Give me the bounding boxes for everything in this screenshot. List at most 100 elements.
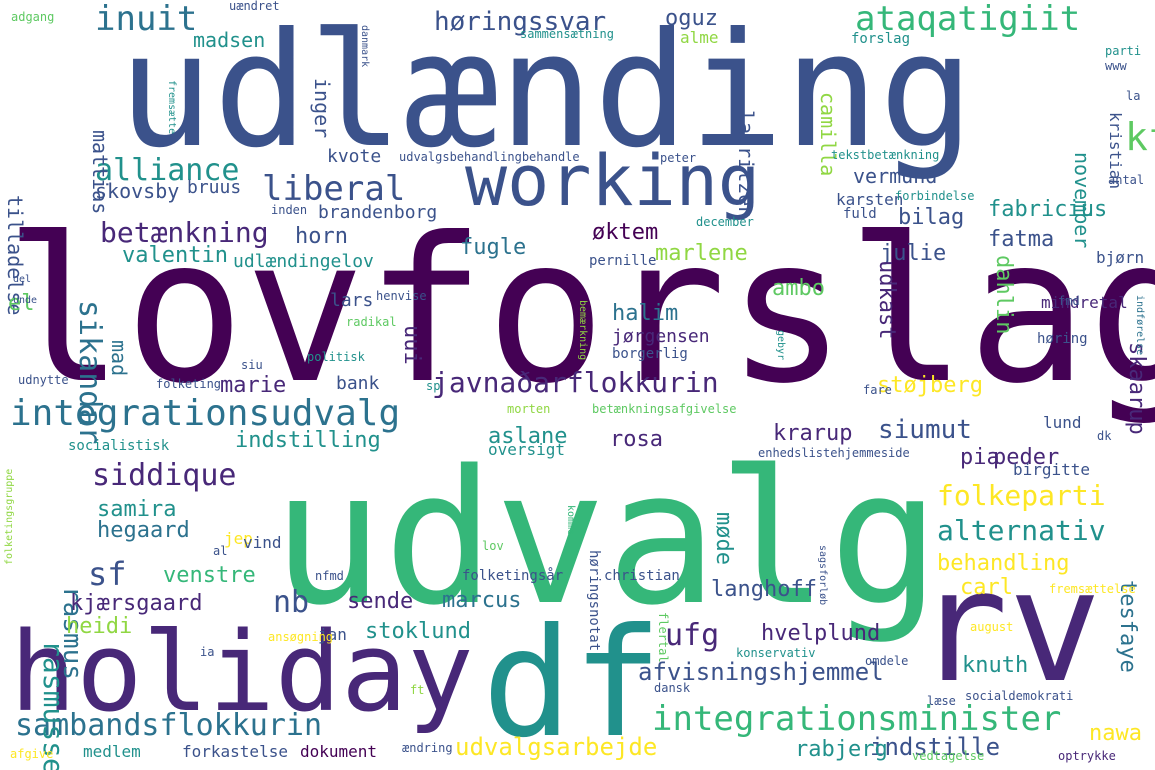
cloud-word-0: udlænding [118,0,974,183]
cloud-word-34: mattias [88,130,112,214]
cloud-word-4: rv [915,536,1102,717]
cloud-word-1: lovforslag [4,195,1155,428]
cloud-word-61: indstilling [235,428,381,453]
cloud-word-49: marlene [655,241,748,266]
cloud-word-64: krarup [773,421,852,446]
cloud-word-97: mindretal [1041,293,1128,312]
cloud-word-149: sammensætning [520,27,614,41]
cloud-word-65: pia [960,445,1000,470]
cloud-word-111: alme [680,28,719,47]
cloud-word-94: christian [604,568,680,584]
cloud-word-66: peder [993,445,1059,470]
cloud-word-59: støjberg [877,373,983,398]
cloud-word-7: integrationsudvalg [10,393,400,434]
cloud-word-155: del [13,274,31,285]
cloud-word-112: forslag [851,31,910,47]
cloud-word-84: kristian [1106,112,1125,189]
cloud-word-85: brandenborg [318,202,437,223]
cloud-word-11: ataqatigiit [855,0,1080,39]
cloud-word-18: kf [1125,115,1155,159]
cloud-word-164: sagsforløb [817,545,828,605]
cloud-word-12: høringssvar [434,7,606,37]
cloud-word-119: december [696,215,754,229]
cloud-word-139: dansk [654,681,691,695]
cloud-word-25: ufg [665,618,719,653]
cloud-word-6: working [465,140,760,222]
cloud-word-74: marcus [442,588,521,613]
cloud-word-76: carl [960,575,1013,600]
cloud-word-5: holiday [10,608,474,736]
cloud-word-48: øktem [592,220,658,245]
cloud-word-104: jan [318,625,347,644]
cloud-word-50: ambo [772,276,825,301]
cloud-word-141: optrykke [1058,749,1116,763]
cloud-word-138: socialdemokrati [965,689,1073,703]
cloud-word-160: ia [200,645,214,659]
cloud-word-77: tesfaye [1115,580,1140,673]
cloud-word-150: www [1105,59,1127,73]
cloud-word-39: skovsby [95,179,179,203]
cloud-word-2: udvalg [272,430,940,646]
cloud-word-140: læse [927,694,956,708]
cloud-word-116: udvalgsbehandlingbehandle [399,150,580,164]
cloud-word-20: folkeparti [937,479,1106,512]
cloud-word-101: pernille [589,253,656,269]
cloud-word-90: bank [336,373,380,394]
cloud-word-133: fremsættelse [1049,582,1136,596]
cloud-word-147: uændret [229,0,280,13]
cloud-word-33: madsen [193,28,265,52]
cloud-word-148: danmark [359,25,370,67]
cloud-word-166: folketingsgruppe [4,469,15,565]
cloud-word-82: rabjerg [795,737,888,762]
cloud-word-146: adgang [11,10,54,24]
cloud-word-157: bemærkning [577,300,588,360]
cloud-word-131: enhedslistehjemmeside [758,446,910,460]
cloud-word-123: politisk [307,350,366,364]
cloud-word-98: bjørn [1096,248,1144,267]
cloud-word-109: dokument [300,742,377,761]
cloud-word-68: hegaard [97,518,190,543]
cloud-word-72: kjærsgaard [70,591,202,616]
cloud-word-15: alliance [95,153,240,188]
cloud-word-26: rasmussen [37,640,70,770]
cloud-word-31: hvelplund [761,621,880,646]
cloud-word-132: dk [1097,429,1112,443]
cloud-word-19: siddique [92,458,237,493]
cloud-word-36: camilla [816,92,840,176]
cloud-word-143: ændring [402,741,453,755]
cloud-word-86: bruus [187,177,241,198]
cloud-word-145: ansøgning [268,630,333,644]
cloud-word-8: javnaðarflokkurin [432,366,719,399]
cloud-word-105: jep [224,529,253,548]
cloud-word-117: forbindelse [895,189,974,203]
cloud-word-51: udkast [874,260,899,339]
cloud-word-71: venstre [163,563,256,588]
cloud-word-163: nfmd [315,569,344,583]
cloud-word-128: fare [863,383,892,397]
cloud-word-108: forkastelse [182,742,288,761]
cloud-word-58: mad [107,340,131,376]
cloud-word-125: udnytte [18,373,69,387]
cloud-word-103: høring [1037,331,1088,347]
cloud-word-30: indstille [870,733,1000,761]
cloud-word-42: fatma [988,227,1054,252]
cloud-word-156: unde [13,295,37,306]
cloud-word-142: vedtagelse [912,749,984,763]
cloud-word-54: halim [612,301,678,326]
cloud-word-134: august [970,620,1013,634]
cloud-word-130: betænkningsafgivelse [592,402,737,416]
cloud-word-56: jørgensen [612,326,710,347]
cloud-word-118: antal [1108,173,1144,187]
cloud-word-53: el [8,291,35,316]
cloud-word-40: tilladelse [3,195,27,315]
cloud-word-29: udvalgsarbejde [455,733,657,761]
cloud-word-73: sende [347,589,413,614]
cloud-word-14: liberal [262,169,405,209]
cloud-word-32: oguz [665,6,718,31]
cloud-word-93: folketingsår [462,567,563,584]
cloud-word-75: langhoff [711,577,817,602]
cloud-word-81: nawa [1089,721,1142,746]
cloud-word-70: behandling [937,551,1069,576]
